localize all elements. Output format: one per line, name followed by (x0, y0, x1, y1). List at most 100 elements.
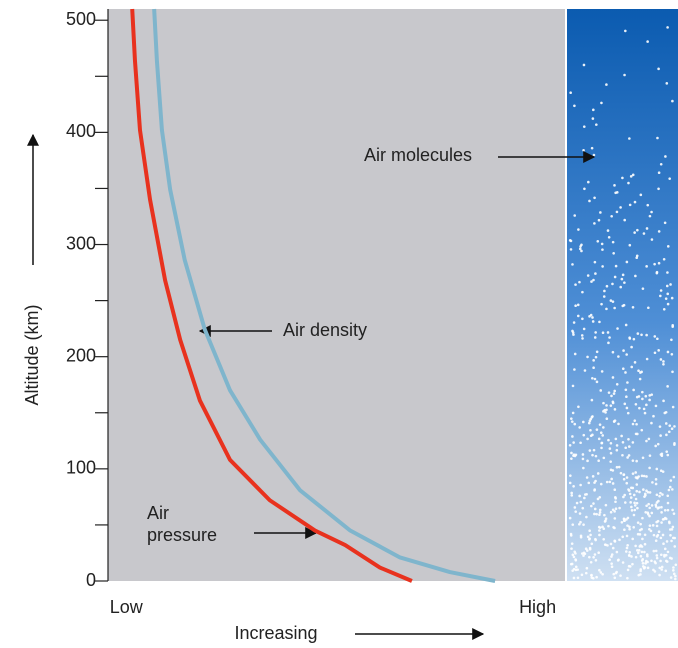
molecule (626, 456, 629, 459)
molecule (568, 516, 572, 520)
molecule (655, 501, 659, 504)
molecule (665, 450, 669, 453)
molecule (613, 275, 617, 279)
molecule (585, 566, 589, 570)
molecule (617, 465, 621, 469)
molecule (659, 162, 663, 166)
molecule (671, 324, 675, 327)
molecule (650, 421, 653, 425)
molecule (624, 371, 627, 374)
molecule (593, 507, 597, 511)
molecule (670, 557, 673, 560)
molecule (636, 549, 639, 552)
molecule (607, 438, 610, 442)
molecule (613, 539, 616, 543)
molecule (585, 476, 589, 479)
molecule (655, 270, 659, 274)
molecule (608, 558, 611, 562)
molecule (576, 576, 580, 580)
molecule (668, 485, 672, 489)
molecule (635, 476, 639, 480)
molecule (593, 553, 597, 556)
molecule (639, 554, 643, 558)
molecule (641, 287, 645, 290)
molecule (672, 566, 675, 569)
molecule (653, 335, 657, 338)
molecule (639, 569, 642, 573)
y-tick-label: 100 (66, 458, 96, 478)
annotation: Air molecules (364, 145, 472, 165)
molecule (657, 171, 661, 175)
molecule (630, 509, 634, 512)
molecule (646, 203, 650, 207)
molecule (610, 565, 614, 568)
molecule (607, 391, 611, 394)
molecule (634, 555, 638, 559)
molecule (638, 528, 642, 532)
molecule (647, 306, 650, 310)
y-axis-label: Altitude (km) (22, 304, 42, 405)
molecule (568, 443, 572, 447)
molecule (635, 256, 639, 260)
molecule (619, 574, 622, 577)
molecule (643, 566, 647, 569)
molecule (629, 501, 632, 504)
molecule (573, 506, 577, 509)
molecule (626, 568, 630, 572)
molecule (621, 561, 625, 564)
molecule (674, 577, 677, 581)
molecule (655, 467, 659, 471)
molecule (589, 533, 592, 537)
molecule (669, 283, 672, 286)
molecule (615, 382, 619, 386)
molecule (613, 389, 617, 393)
molecule (605, 404, 608, 407)
molecule (609, 510, 613, 514)
molecule (593, 489, 596, 492)
molecule (657, 261, 661, 265)
molecule (628, 489, 631, 492)
molecule (650, 393, 654, 396)
molecule (603, 520, 607, 523)
molecule (662, 517, 666, 521)
molecule (666, 494, 670, 498)
molecule (572, 484, 575, 488)
molecule (653, 560, 657, 563)
molecule (594, 272, 597, 275)
molecule (666, 453, 670, 457)
molecule (628, 137, 631, 140)
molecule (645, 333, 648, 337)
molecule (656, 507, 660, 510)
molecule (671, 99, 674, 103)
molecule (662, 362, 665, 366)
molecule (625, 395, 628, 399)
molecule (610, 477, 613, 481)
molecule (626, 411, 630, 415)
molecule (601, 248, 604, 251)
molecule (614, 437, 618, 441)
molecule (627, 454, 631, 457)
molecule (645, 403, 648, 407)
molecule (595, 123, 598, 126)
molecule (651, 524, 655, 527)
molecule (634, 471, 637, 474)
molecule (642, 474, 646, 478)
molecule (671, 370, 674, 374)
air-molecules (568, 26, 678, 581)
molecule (577, 228, 580, 231)
molecule (646, 554, 649, 558)
molecule (639, 573, 642, 576)
molecule (666, 508, 670, 512)
molecule (572, 441, 575, 444)
molecule (628, 527, 631, 531)
molecule (582, 433, 586, 437)
molecule (578, 494, 581, 498)
molecule (630, 505, 633, 509)
molecule (636, 332, 640, 335)
molecule (579, 535, 583, 539)
molecule (617, 355, 620, 358)
molecule (569, 532, 573, 536)
molecule (573, 214, 577, 217)
molecule (627, 437, 630, 441)
molecule (588, 449, 592, 452)
